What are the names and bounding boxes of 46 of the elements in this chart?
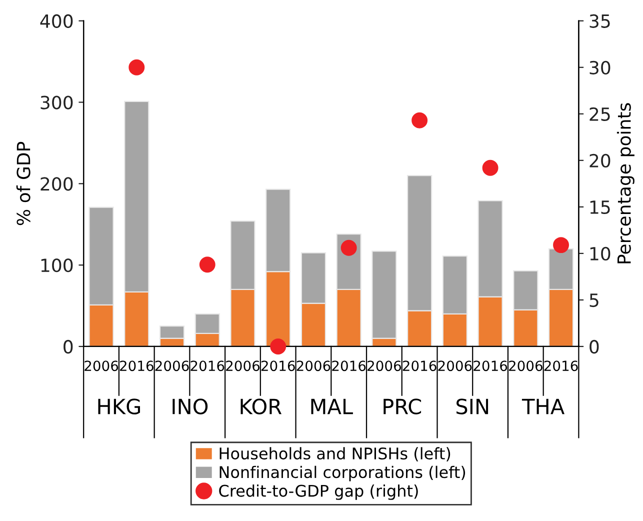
y2-tick-label: 5 — [590, 294, 598, 308]
point — [199, 256, 216, 273]
text: MAL — [311, 398, 353, 414]
legend-label: Nonfinancial corporations (left) — [220, 466, 466, 482]
x-tick-label: 2006 — [368, 360, 401, 372]
point — [270, 338, 286, 354]
x-tick-label: 2016 — [544, 360, 578, 372]
x-tick-label: 2006 — [84, 360, 118, 372]
point — [482, 160, 498, 176]
y2-tick-label: 25 — [590, 107, 610, 121]
y-axis-title: % of GDP — [16, 142, 30, 226]
point — [412, 112, 428, 128]
y2-tick-label: 15 — [590, 200, 610, 214]
x-tick-label: 2016 — [120, 360, 154, 372]
y2-tick-label: 20 — [590, 154, 610, 168]
y-tick-label: 300 — [40, 96, 73, 110]
point — [128, 59, 145, 76]
point — [340, 240, 357, 256]
y2-tick-label: 10 — [590, 246, 610, 261]
legend-label: Households and NPISHs (left) — [220, 447, 450, 462]
x-tick-label: 2016 — [261, 360, 295, 372]
y-tick-label: 0 — [64, 340, 73, 354]
x-tick-label: 2006 — [508, 360, 542, 372]
point — [553, 237, 569, 254]
y2-tick-label: 30 — [590, 60, 610, 74]
text: PRC — [384, 398, 422, 414]
x-tick-label: 2006 — [296, 360, 330, 372]
y2-tick-label: 0 — [590, 340, 599, 354]
x-tick-label: 2006 — [155, 360, 189, 372]
y-tick-label: 400 — [40, 14, 73, 28]
x-tick-label: 2016 — [402, 360, 436, 372]
y2-axis-title: Percentage points — [616, 103, 634, 264]
x-tick-label: 2006 — [226, 360, 260, 372]
y2-tick-label: 35 — [590, 14, 610, 28]
x-tick-label: 2016 — [190, 360, 224, 372]
legend-label: Credit-to-GDP gap (right) — [219, 484, 418, 500]
text: KOR — [240, 398, 282, 414]
text: INO — [172, 398, 208, 414]
x-tick-label: 2016 — [474, 360, 508, 372]
x-tick-label: 2006 — [438, 360, 472, 372]
x-tick-label: 2016 — [332, 360, 366, 372]
y-tick-label: 200 — [40, 177, 73, 191]
text: THA — [522, 398, 564, 414]
text: HKG — [98, 398, 140, 414]
y-tick-label: 100 — [41, 258, 73, 272]
text: SIN — [456, 398, 488, 414]
